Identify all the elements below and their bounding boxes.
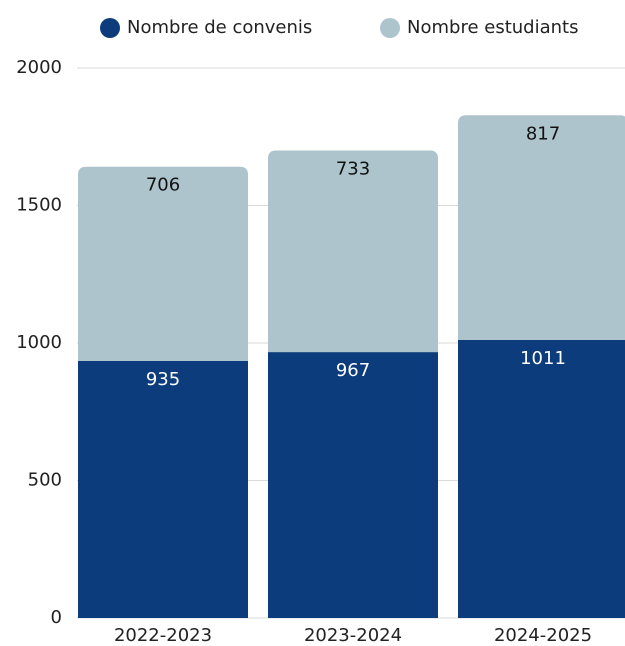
data-label: 706 [146,175,180,196]
legend-marker [380,18,400,38]
y-tick-label: 1500 [16,195,62,216]
legend-marker [100,18,120,38]
bar-segment [268,352,438,618]
bar-segment [458,115,625,340]
data-label: 817 [526,123,560,144]
legend-label: Nombre estudiants [407,17,578,38]
x-tick-label: 2022-2023 [114,625,212,646]
y-tick-label: 500 [28,470,62,491]
bar-segment [78,360,248,618]
data-label: 935 [146,369,180,390]
bar-segment [268,150,438,353]
bar-segment [78,166,248,361]
data-label: 967 [336,360,370,381]
legend-label: Nombre de convenis [127,17,312,38]
y-tick-label: 0 [51,607,62,628]
data-label: 1011 [520,348,566,369]
y-tick-label: 2000 [16,57,62,78]
y-tick-label: 1000 [16,332,62,353]
data-label: 733 [336,159,370,180]
x-tick-label: 2023-2024 [304,625,402,646]
bar-segment [458,339,625,618]
x-tick-label: 2024-2025 [494,625,592,646]
